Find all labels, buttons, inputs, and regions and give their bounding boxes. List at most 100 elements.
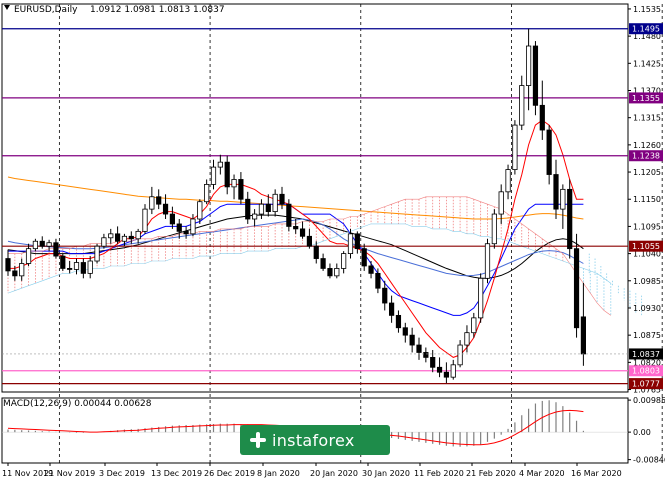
price-tick-label: 1.1425 [633, 59, 661, 68]
current-price-tag-bg [629, 348, 663, 360]
candle [224, 155, 230, 195]
candle [156, 189, 162, 210]
candle-body [539, 104, 545, 131]
candle-body [108, 233, 114, 239]
candle-body [19, 263, 25, 277]
price-tick-label: 1.1315 [633, 114, 661, 123]
candle-body [190, 218, 196, 235]
candle [464, 325, 470, 353]
candle [80, 258, 86, 279]
candle [354, 231, 360, 254]
candle-body [53, 242, 59, 257]
candle-body [375, 272, 381, 289]
candle-body [169, 213, 175, 225]
candle-body [553, 174, 559, 210]
candle-body [341, 253, 347, 269]
candle-body [142, 208, 148, 232]
candle [361, 243, 367, 271]
candle-body [128, 235, 134, 240]
candle-body [80, 262, 86, 274]
candle-body [156, 196, 162, 205]
candle [546, 125, 552, 185]
symbol-label: EURUSD,Daily [14, 5, 78, 15]
candle [567, 179, 573, 259]
time-tick-label: 21 Feb 2020 [466, 469, 516, 478]
macd-axis: 0.00985 0.00 -0.00846 [628, 396, 665, 465]
candle [176, 219, 182, 239]
collapse-triangle-icon[interactable] [4, 5, 10, 10]
candle-body [382, 287, 388, 304]
candle [272, 189, 278, 217]
time-tick-label: 26 Dec 2019 [204, 469, 255, 478]
candle [258, 199, 265, 220]
candle [341, 251, 347, 274]
candle [286, 199, 292, 232]
candle [135, 228, 141, 244]
candle [478, 273, 484, 323]
price-tick-label: 1.1480 [633, 32, 661, 41]
candle [149, 186, 155, 215]
candle-body [5, 258, 11, 272]
candle-body [149, 196, 155, 210]
level-tag-1.1355-bg [629, 92, 663, 104]
candle-body [67, 268, 73, 270]
candle [457, 340, 463, 368]
candle [553, 159, 559, 220]
candle [320, 253, 326, 271]
time-tick-label: 30 Jan 2020 [362, 469, 410, 478]
level-tag-1.1355: 1.1355 [632, 94, 660, 103]
candle [313, 241, 319, 264]
candle-body [320, 258, 326, 269]
candle-body [121, 235, 128, 242]
candle-body [546, 129, 552, 175]
level-tag-1.1495: 1.1495 [632, 25, 660, 34]
candle-body [39, 240, 45, 247]
level-tag-1.1055: 1.1055 [632, 242, 660, 251]
candle-body [245, 198, 251, 220]
candle-body [306, 235, 313, 247]
candle-body [258, 203, 265, 215]
candle [60, 253, 66, 271]
candle [471, 312, 477, 338]
candle [162, 194, 169, 220]
candle [197, 199, 203, 224]
candle-body [498, 191, 504, 215]
candle [279, 186, 285, 210]
candle [251, 209, 258, 227]
level-tag-1.1055-bg [629, 240, 663, 252]
candle [484, 238, 491, 284]
candle-body [532, 45, 539, 106]
candle [204, 179, 210, 205]
candle-body [272, 193, 278, 212]
candle [334, 263, 340, 279]
candle-body [25, 248, 32, 264]
price-tick-label: 1.1150 [633, 195, 661, 204]
candle [142, 204, 148, 234]
candle [532, 41, 539, 116]
candle-body [135, 230, 141, 240]
price-tick-label: 1.1260 [633, 141, 661, 150]
candle-body [471, 317, 477, 334]
candle-body [361, 248, 367, 267]
candle-body [299, 228, 306, 237]
candle [210, 159, 217, 190]
candle-body [265, 203, 271, 212]
candle-body [450, 364, 456, 378]
candle-body [573, 248, 580, 329]
candle [430, 349, 436, 373]
candle [512, 120, 518, 175]
candle [505, 164, 511, 200]
tenkan-sen-line [8, 119, 584, 358]
time-tick-label: 11 Nov 2019 [2, 469, 53, 478]
time-tick-label: 21 Nov 2019 [44, 469, 95, 478]
candle-body [176, 223, 182, 232]
instaforex-logo: instaforex [240, 425, 390, 455]
candle [416, 337, 422, 360]
price-tick-label: 1.0930 [633, 304, 661, 313]
time-tick-label: 3 Dec 2019 [99, 469, 145, 478]
candle-body [183, 230, 189, 235]
candle-body [286, 203, 292, 227]
candle [169, 206, 175, 229]
candle-body [32, 240, 39, 250]
